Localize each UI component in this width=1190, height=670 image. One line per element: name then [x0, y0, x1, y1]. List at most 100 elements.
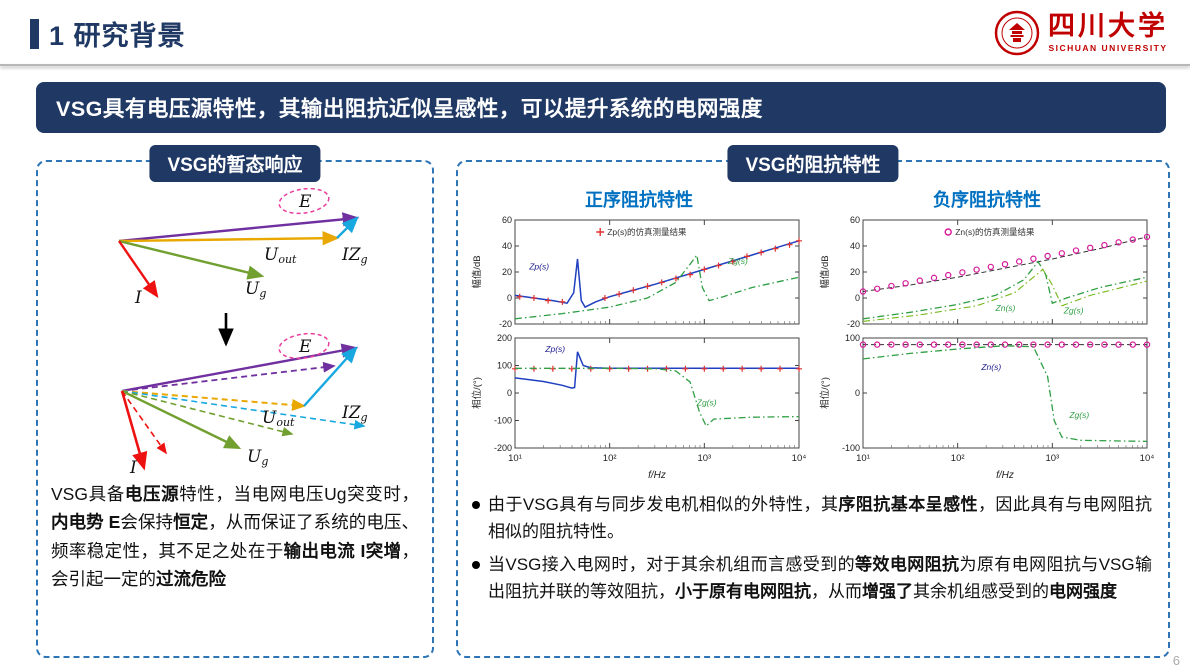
vector-i-dashed-arrow [121, 390, 167, 455]
vector-e-dashed-arrow [121, 361, 336, 392]
positive-sequence-column: 正序阻抗特性 60 40 20 0 -20 幅值/dB Zp(s)的仿真测量结果 Zp(s) Z… [466, 186, 812, 482]
data-marker [888, 282, 895, 290]
text-segment: 过流危险 [156, 569, 226, 590]
data-marker [743, 253, 750, 260]
bullet-item: 当VSG接入电网时，对于其余机组而言感受到的等效电网阻抗为原有电网阻抗与VSG输… [472, 552, 1152, 606]
y-tick-label: 20 [850, 267, 860, 277]
impedance-panel: VSG的阻抗特性 正序阻抗特性 60 40 20 0 -20 幅值/dB Zp(s)的仿真测… [456, 145, 1170, 658]
data-marker [758, 249, 765, 256]
bullet-marker [472, 501, 480, 509]
bullet-text: 由于VSG具有与同步发电机相似的外特性，其序阻抗基本呈感性，因此具有与电网阻抗相… [488, 492, 1152, 546]
text-segment: 恒定 [173, 512, 209, 533]
legend-marker [596, 228, 605, 236]
y-tick-label: -100 [842, 443, 860, 453]
data-marker [729, 258, 736, 265]
text-segment: ，因此具有与电网阻抗相似的阻抗特性。 [488, 495, 1153, 541]
x-axis-label: f/Hz [648, 470, 666, 481]
university-logo: 四川大学 SICHUAN UNIVERSITY [994, 10, 1168, 56]
data-marker [874, 285, 881, 292]
y-tick-label: 60 [850, 215, 860, 225]
curve-annotation: Zg(s) [696, 397, 717, 407]
phasor-diagram: E Uout IZg Ug I E Uout [118, 187, 368, 476]
y-tick-label: -200 [494, 443, 512, 453]
logo-text: 四川大学 SICHUAN UNIVERSITY [1048, 13, 1168, 53]
data-marker [1129, 341, 1136, 348]
data-marker [902, 280, 909, 287]
data-marker [916, 277, 924, 284]
legend-label: Zn(s)的仿真测量结果 [955, 227, 1035, 237]
bullet-list: 由于VSG具有与同步发电机相似的外特性，其序阻抗基本呈感性，因此具有与电网阻抗相… [458, 482, 1168, 605]
data-marker [545, 297, 552, 304]
y-axis-label: 幅值/dB [819, 255, 831, 288]
vector-i-arrow [118, 240, 159, 298]
key-message-banner: VSG具有电压源特性，其输出阻抗近似呈感性，可以提升系统的电网强度 [36, 82, 1166, 133]
label-uout: Uout [262, 408, 295, 429]
x-tick-label: 10⁴ [1140, 453, 1155, 464]
data-marker [720, 365, 727, 372]
data-marker [973, 266, 980, 273]
series-Zg [515, 367, 800, 428]
data-marker [796, 365, 802, 372]
data-marker [682, 365, 689, 372]
series-Zg [514, 253, 800, 320]
phasor-diagram-after: E Uout IZg Ug I [120, 332, 368, 476]
data-marker [739, 365, 746, 372]
legend-marker [944, 228, 952, 236]
vector-izg-arrow [303, 346, 358, 407]
charts-row: 正序阻抗特性 60 40 20 0 -20 幅值/dB Zp(s)的仿真测量结果 Zp(s) Z… [458, 162, 1168, 482]
y-tick-label: 0 [855, 388, 860, 398]
data-marker [758, 365, 765, 372]
x-axis-label: f/Hz [996, 470, 1014, 481]
series-Zn-line [862, 236, 1148, 292]
label-izg: IZg [341, 403, 368, 424]
e-highlight-ellipse [278, 187, 330, 215]
vector-ug-arrow [121, 389, 242, 450]
vector-i-arrow [120, 390, 148, 471]
data-marker [1001, 261, 1009, 268]
text-segment: 内电势 E [51, 512, 121, 533]
text-segment: 增强了 [862, 581, 913, 601]
data-marker [1087, 244, 1094, 252]
seal-building-glyph [1009, 23, 1025, 42]
vector-izg-arrow [336, 216, 359, 239]
text-segment: ，从而 [811, 581, 862, 601]
bullet-marker [472, 560, 480, 569]
x-tick-label: 10¹ [508, 453, 522, 464]
y-tick-label: -20 [847, 319, 860, 329]
data-marker [1115, 341, 1122, 348]
plot-frame [862, 337, 1148, 449]
data-marker [944, 341, 952, 348]
data-marker [1143, 233, 1151, 241]
header: 1 研究背景 [30, 14, 186, 53]
x-tick-label: 10² [951, 453, 965, 464]
plot-frame [514, 337, 800, 449]
x-tick-label: 10⁴ [792, 453, 807, 464]
x-tick-label: 10¹ [856, 453, 870, 464]
page-number: 6 [1172, 653, 1180, 668]
data-marker [859, 288, 867, 295]
y-tick-label: 20 [502, 267, 512, 277]
y-tick-label: 100 [845, 333, 860, 343]
curve-annotation: Zg(s) [727, 256, 748, 266]
left-panel-badge: VSG的暂态响应 [149, 145, 321, 182]
data-marker [930, 341, 938, 348]
curve-annotation: Zg(s) [1068, 410, 1089, 420]
text-segment: 其余机组感受到的 [913, 581, 1049, 601]
data-marker [658, 279, 665, 286]
text-segment: 当VSG接入电网时，对于其余机组而言感受到的 [488, 554, 856, 574]
data-marker [1030, 255, 1037, 262]
data-marker [516, 293, 523, 300]
label-i: I [129, 458, 137, 476]
curve-annotation: Zg(s) [1063, 306, 1084, 316]
data-marker [874, 341, 881, 348]
data-marker [1058, 250, 1065, 257]
data-marker [1087, 341, 1094, 348]
data-marker [1129, 236, 1136, 243]
y-tick-label: 200 [497, 333, 512, 343]
y-tick-label: 40 [850, 241, 860, 251]
logo-name-en: SICHUAN UNIVERSITY [1048, 42, 1168, 53]
data-marker [888, 341, 895, 348]
vector-izg-dashed-arrow [121, 390, 366, 430]
label-i: I [134, 288, 142, 308]
